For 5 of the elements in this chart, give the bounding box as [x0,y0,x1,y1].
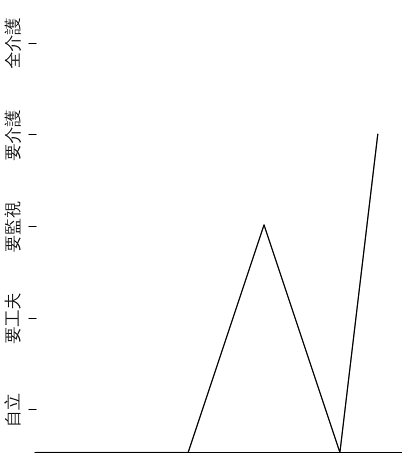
text: 自立 [4,392,24,427]
text: 要監視 [4,201,24,252]
text: 全介護 [4,18,24,69]
text: 要工夫 [4,292,24,344]
text: 要介護 [4,109,24,160]
